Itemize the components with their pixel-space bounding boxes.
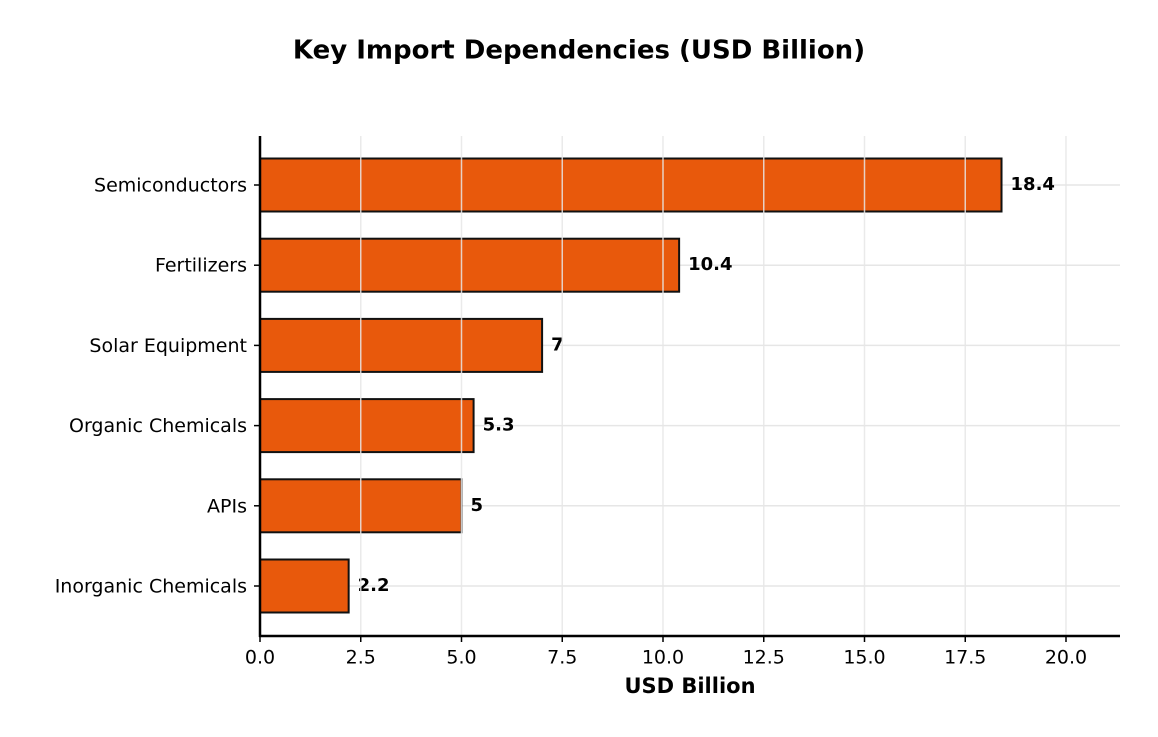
bar bbox=[259, 317, 544, 373]
y-tick-label: Fertilizers bbox=[155, 255, 247, 277]
chart-title: Key Import Dependencies (USD Billion) bbox=[293, 36, 865, 66]
x-tick-label: 15.0 bbox=[843, 647, 885, 669]
y-tick-label: Inorganic Chemicals bbox=[55, 576, 247, 598]
data-label: 5.3 bbox=[483, 415, 515, 436]
x-tick-label: 20.0 bbox=[1045, 647, 1087, 669]
bar bbox=[259, 558, 350, 614]
x-axis-label: USD Billion bbox=[624, 674, 755, 698]
data-label: 5 bbox=[470, 495, 483, 516]
data-label: 2.2 bbox=[358, 575, 390, 596]
x-tick-label: 2.5 bbox=[346, 647, 376, 669]
bar bbox=[259, 237, 681, 293]
bar bbox=[259, 398, 475, 454]
x-tick-label: 10.0 bbox=[642, 647, 684, 669]
data-label: 10.4 bbox=[688, 254, 732, 275]
bar bbox=[259, 157, 1003, 213]
y-tick-label: APIs bbox=[207, 495, 247, 517]
data-label: 7 bbox=[551, 334, 564, 355]
y-tick-label: Solar Equipment bbox=[89, 335, 247, 357]
x-tick-label: 5.0 bbox=[446, 647, 476, 669]
x-tick-label: 17.5 bbox=[944, 647, 986, 669]
y-tick-label: Semiconductors bbox=[94, 175, 247, 197]
x-tick-label: 7.5 bbox=[547, 647, 577, 669]
x-tick-label: 12.5 bbox=[743, 647, 785, 669]
x-tick-label: 0.0 bbox=[245, 647, 275, 669]
data-label: 18.4 bbox=[1011, 174, 1055, 195]
y-tick-label: Organic Chemicals bbox=[69, 415, 247, 437]
